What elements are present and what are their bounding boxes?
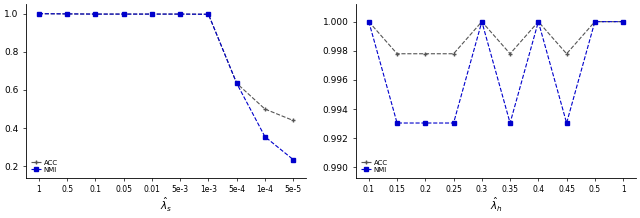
NMI [120,13,127,15]
Line: NMI: NMI [37,12,295,162]
ACC [120,13,127,15]
ACC [506,53,514,55]
Line: ACC: ACC [367,20,625,56]
ACC [177,13,184,15]
NMI [261,135,269,138]
ACC [148,13,156,15]
NMI [534,20,542,23]
Legend: ACC, NMI: ACC, NMI [29,158,59,174]
ACC [205,13,212,15]
ACC [393,53,401,55]
NMI [620,20,627,23]
ACC [63,13,71,15]
ACC [534,20,542,23]
NMI [393,122,401,124]
ACC [422,53,429,55]
Line: ACC: ACC [37,12,295,123]
Line: NMI: NMI [367,20,625,125]
NMI [450,122,458,124]
NMI [205,13,212,15]
NMI [233,82,241,85]
ACC [478,20,486,23]
X-axis label: $\hat{\lambda}_s$: $\hat{\lambda}_s$ [160,196,172,214]
NMI [92,13,99,15]
NMI [478,20,486,23]
ACC [365,20,372,23]
NMI [365,20,372,23]
NMI [148,13,156,15]
ACC [591,20,598,23]
NMI [591,20,598,23]
ACC [289,119,297,122]
NMI [35,12,43,15]
NMI [506,122,514,124]
ACC [92,13,99,15]
NMI [563,122,570,124]
NMI [177,13,184,15]
NMI [63,13,71,15]
ACC [233,82,241,85]
ACC [450,53,458,55]
X-axis label: $\hat{\lambda}_h$: $\hat{\lambda}_h$ [490,196,502,214]
ACC [563,53,570,55]
ACC [261,108,269,110]
NMI [289,158,297,161]
ACC [620,20,627,23]
ACC [35,12,43,15]
NMI [422,122,429,124]
Legend: ACC, NMI: ACC, NMI [360,158,389,174]
